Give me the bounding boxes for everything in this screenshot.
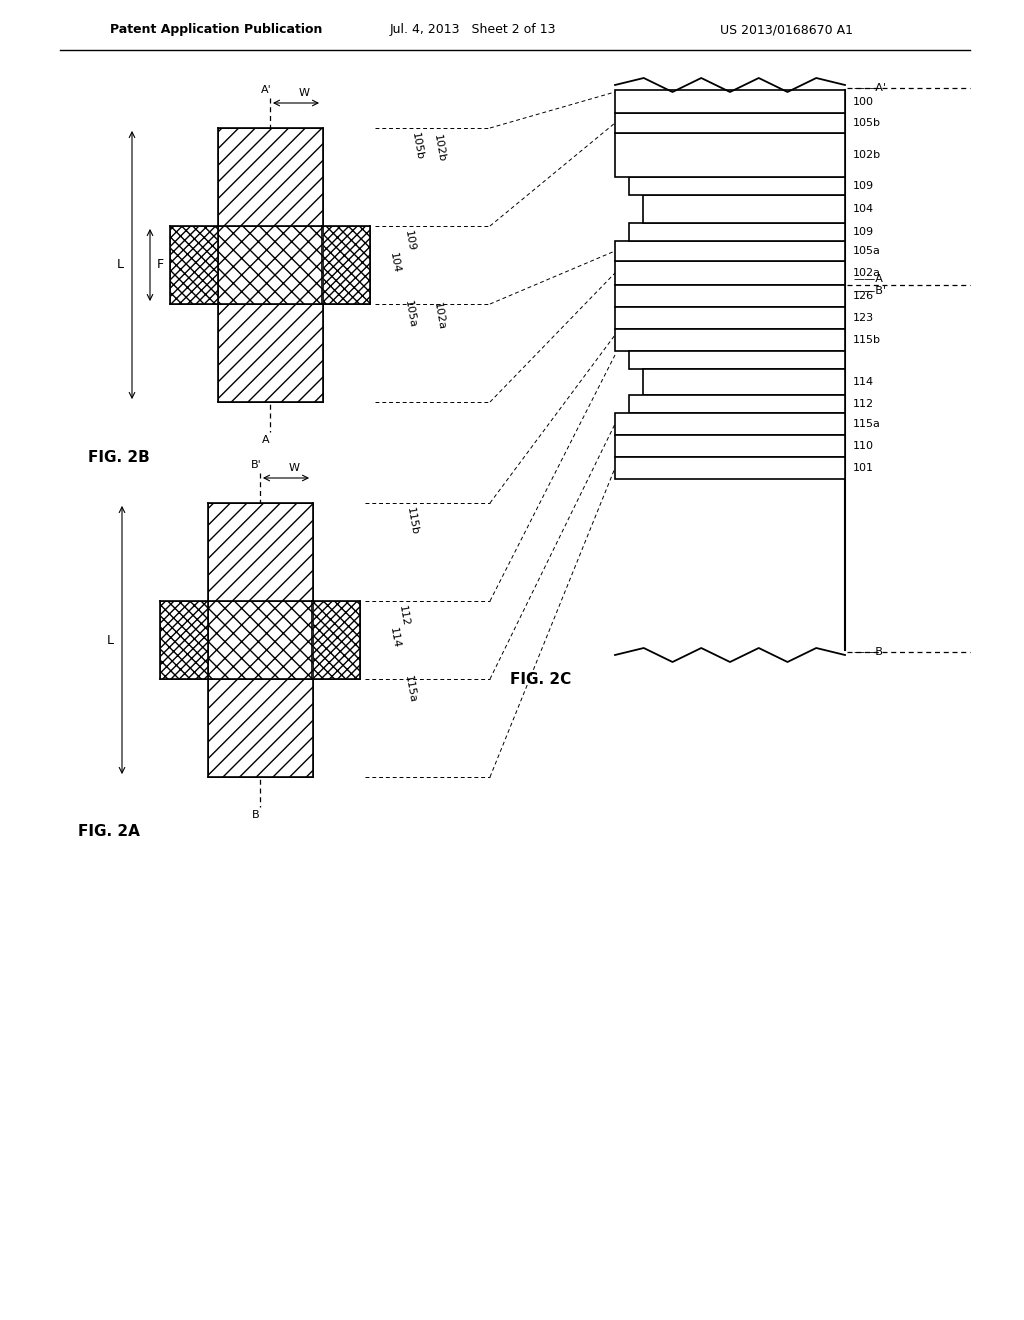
Text: 104: 104 — [853, 205, 874, 214]
Text: 112: 112 — [397, 605, 411, 627]
Text: 101: 101 — [853, 463, 874, 473]
Text: L: L — [117, 259, 124, 272]
Text: FIG. 2B: FIG. 2B — [88, 450, 150, 465]
Text: 126: 126 — [853, 290, 874, 301]
Text: F: F — [157, 259, 164, 272]
Bar — [615, 308, 845, 329]
Bar — [629, 395, 845, 413]
Bar — [218, 304, 323, 403]
Text: 100: 100 — [853, 96, 874, 107]
Text: 109: 109 — [853, 181, 874, 191]
Text: 104: 104 — [388, 252, 401, 275]
Bar — [615, 436, 845, 457]
Bar — [615, 285, 845, 308]
Text: ——B: ——B — [853, 647, 883, 657]
Bar — [160, 601, 208, 678]
Bar — [615, 457, 845, 479]
Bar — [629, 223, 845, 242]
Text: 110: 110 — [853, 441, 874, 451]
Text: 105b: 105b — [410, 132, 425, 161]
Text: 109: 109 — [403, 230, 417, 252]
Text: 105b: 105b — [853, 117, 881, 128]
Text: 102a: 102a — [853, 268, 881, 279]
Text: 123: 123 — [853, 313, 874, 323]
Text: FIG. 2C: FIG. 2C — [510, 672, 571, 688]
Text: L: L — [106, 634, 114, 647]
Text: A: A — [262, 436, 269, 445]
Text: W: W — [299, 88, 309, 98]
Text: ——B': ——B' — [853, 286, 886, 296]
Text: 102a: 102a — [432, 301, 446, 330]
Bar — [170, 226, 218, 304]
Bar — [643, 195, 845, 223]
Bar — [208, 601, 313, 678]
Text: A': A' — [261, 84, 271, 95]
Text: W: W — [289, 463, 299, 473]
Text: 105a: 105a — [403, 300, 418, 329]
Text: 114: 114 — [853, 378, 874, 387]
Bar — [208, 678, 313, 777]
Bar — [629, 351, 845, 370]
Text: FIG. 2A: FIG. 2A — [78, 825, 140, 840]
Text: 112: 112 — [853, 399, 874, 409]
Text: Jul. 4, 2013   Sheet 2 of 13: Jul. 4, 2013 Sheet 2 of 13 — [390, 24, 556, 37]
Text: Patent Application Publication: Patent Application Publication — [110, 24, 323, 37]
Bar — [615, 261, 845, 285]
Text: 105a: 105a — [853, 246, 881, 256]
Bar — [208, 503, 313, 601]
Text: 109: 109 — [853, 227, 874, 238]
Bar — [615, 242, 845, 261]
Bar — [615, 133, 845, 177]
Bar — [615, 329, 845, 351]
Text: 115b: 115b — [406, 507, 420, 536]
Text: B: B — [252, 810, 260, 820]
Text: 102b: 102b — [853, 150, 881, 160]
Bar — [312, 601, 360, 678]
Text: B': B' — [251, 459, 261, 470]
Bar — [615, 413, 845, 436]
Bar — [629, 177, 845, 195]
Text: 115a: 115a — [853, 418, 881, 429]
Text: 115b: 115b — [853, 335, 881, 345]
Bar — [218, 128, 323, 226]
Text: US 2013/0168670 A1: US 2013/0168670 A1 — [720, 24, 853, 37]
Text: ——A: ——A — [853, 275, 883, 284]
Text: ——A': ——A' — [853, 83, 886, 92]
Bar — [218, 226, 323, 304]
Bar — [322, 226, 370, 304]
Bar — [615, 114, 845, 133]
Bar — [643, 370, 845, 395]
Bar — [615, 90, 845, 114]
Text: 115a: 115a — [403, 675, 418, 704]
Text: 102b: 102b — [432, 133, 446, 162]
Text: 114: 114 — [388, 627, 401, 649]
